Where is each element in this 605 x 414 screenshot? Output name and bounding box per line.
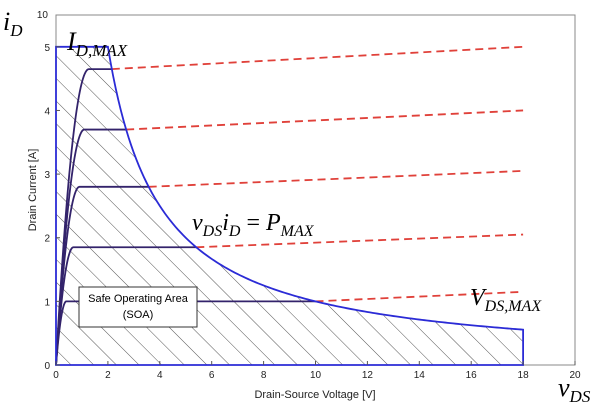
x-tick-label: 2 <box>105 370 111 381</box>
y-tick-label: 0 <box>44 361 50 372</box>
dashed-line-2 <box>196 233 524 249</box>
y-tick-label: 4 <box>44 106 50 117</box>
y-tick-label: 5 <box>44 43 50 54</box>
dashed-line-4 <box>126 109 524 131</box>
x-tick-label: 14 <box>414 370 426 381</box>
y-tick-label: 1 <box>44 297 50 308</box>
characteristic-curve-5 <box>55 68 112 366</box>
characteristic-curves <box>55 68 316 366</box>
y-axis-symbol: iD <box>3 7 23 40</box>
dashed-line-3 <box>148 170 524 188</box>
soa-label-line1: Safe Operating Area <box>88 293 189 305</box>
y-axis-label: Drain Current [A] <box>27 149 39 232</box>
soa-hatched-area <box>56 46 524 366</box>
soa-boundary <box>55 45 524 366</box>
x-tick-label: 10 <box>310 370 322 381</box>
x-tick-label: 20 <box>569 370 581 381</box>
id-max-annotation: ID,MAX <box>66 27 128 60</box>
vds-max-annotation: VDS,MAX <box>470 285 542 315</box>
y-top-tick-label: 10 <box>37 10 49 21</box>
dashed-lines <box>111 45 524 303</box>
x-tick-label: 16 <box>466 370 478 381</box>
x-axis-ticks: 0 2 4 6 8 10 12 14 16 18 20 <box>53 361 581 381</box>
x-tick-label: 6 <box>209 370 215 381</box>
y-axis-ticks: 0 1 2 3 4 5 <box>44 43 60 372</box>
x-axis-label: Drain-Source Voltage [V] <box>254 389 375 401</box>
x-tick-label: 4 <box>157 370 163 381</box>
x-tick-label: 18 <box>518 370 530 381</box>
y-tick-label: 2 <box>44 234 50 245</box>
power-limit-annotation: vDSiD = PMAX <box>192 210 315 240</box>
dashed-line-5 <box>111 45 524 70</box>
soa-label-box: Safe Operating Area (SOA) <box>78 286 198 328</box>
y-tick-label: 3 <box>44 170 50 181</box>
x-tick-label: 0 <box>53 370 59 381</box>
dashed-line-1 <box>315 290 524 303</box>
x-tick-label: 12 <box>362 370 374 381</box>
x-tick-label: 8 <box>261 370 267 381</box>
soa-label-line2: (SOA) <box>123 309 154 321</box>
x-axis-symbol: vDS <box>558 373 591 406</box>
